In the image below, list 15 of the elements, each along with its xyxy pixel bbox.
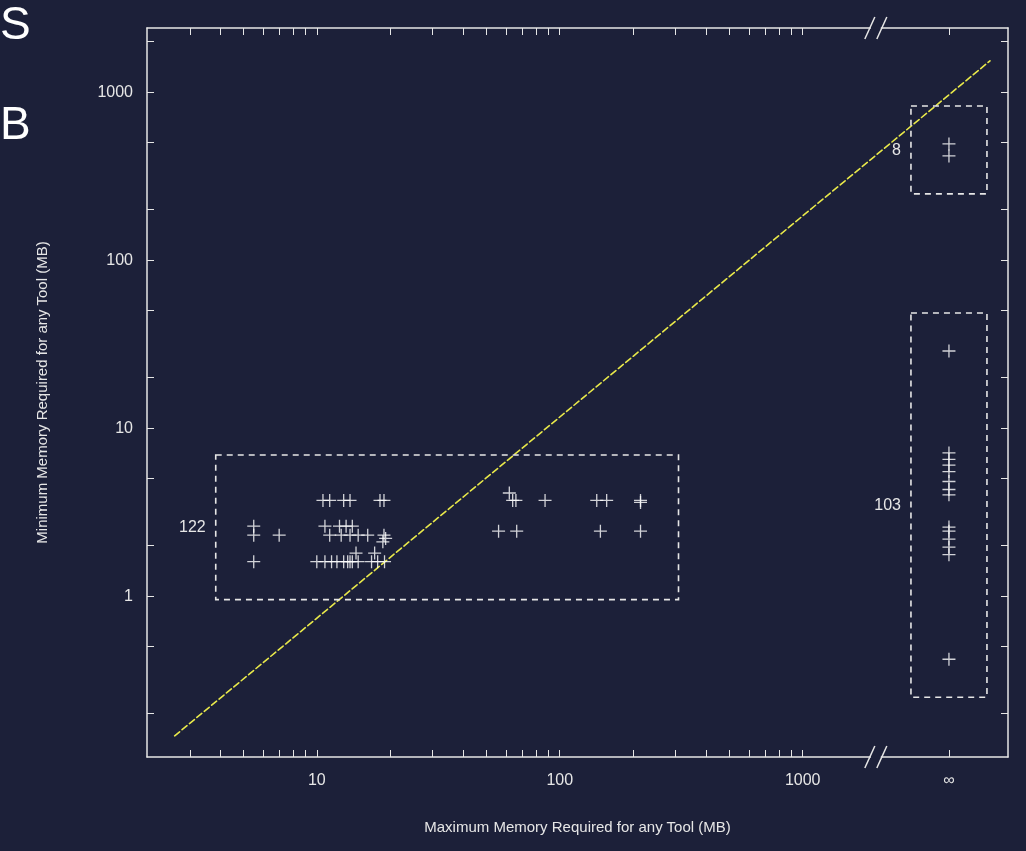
x-axis-title: Maximum Memory Required for any Tool (MB) xyxy=(424,818,731,835)
annotation: 103 xyxy=(874,496,902,514)
text: B xyxy=(0,97,31,149)
y-tick-label: 10 xyxy=(115,419,134,437)
y-axis-title: Minimum Memory Required for any Tool (MB) xyxy=(33,241,50,544)
y-tick-label: 1 xyxy=(124,587,134,605)
text: S xyxy=(0,0,31,49)
annotation: 122 xyxy=(179,518,206,536)
x-tick-label: 10 xyxy=(307,770,326,788)
y-tick-label: 1000 xyxy=(97,83,134,101)
x-tick-label: ∞ xyxy=(943,770,955,788)
y-tick-label: 100 xyxy=(106,251,134,269)
x-tick-label: 1000 xyxy=(784,770,821,788)
x-tick-label: 100 xyxy=(546,770,574,788)
annotation: 8 xyxy=(892,140,902,158)
